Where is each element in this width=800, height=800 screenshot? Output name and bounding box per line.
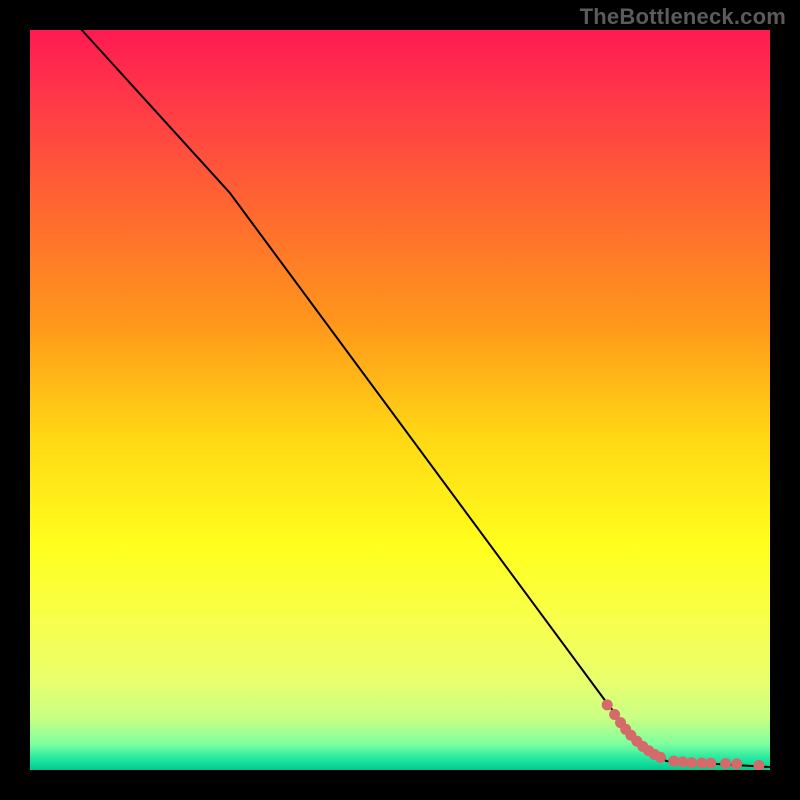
data-point (602, 699, 613, 710)
data-point (655, 752, 666, 763)
data-point (753, 760, 764, 771)
gradient-background (30, 30, 770, 770)
data-point (686, 757, 697, 768)
data-point (720, 758, 731, 769)
chart-frame: { "watermark": { "text": "TheBottleneck.… (0, 0, 800, 800)
bottleneck-chart (0, 0, 800, 800)
data-point (705, 758, 716, 769)
watermark-text: TheBottleneck.com (580, 4, 786, 30)
data-point (731, 758, 742, 769)
